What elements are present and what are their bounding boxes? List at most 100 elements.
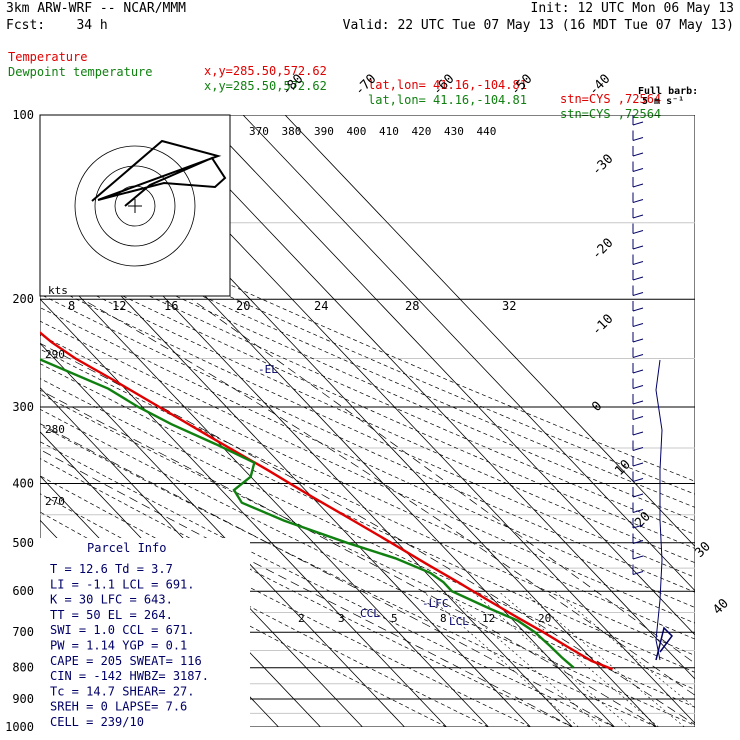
hodograph-speed-label: 28 [405,299,419,313]
isotherm-tick-label: 10 [612,457,634,479]
wind-barb-flag [632,230,644,234]
ccl-marker: CCL [360,607,380,620]
wind-barb-flag [632,168,644,172]
mixing-ratio-line [554,590,695,709]
pressure-tick-label: 800 [12,661,34,675]
isotherm-tick-label: -60 [430,72,457,99]
hodograph-speed-label: 8 [68,299,75,313]
parcel-info-row: SREH = 0 LAPSE= 7.6 [50,700,187,714]
mixing-ratio-label: 3 [338,612,345,625]
theta-label: 420 [412,125,432,138]
hodograph-speed-label: 16 [164,299,178,313]
valid-time: Valid: 22 UTC Tue 07 May 13 (16 MDT Tue … [342,18,734,33]
legend-dewpoint: Dewpoint temperature x,y=285.50,572.62 l… [8,51,661,121]
parcel-info-row: SWI = 1.0 CCL = 671. [50,623,195,637]
isotherm-line [40,254,489,727]
pressure-tick-label: 300 [12,400,34,414]
wind-barb-flag [632,121,644,126]
parcel-info-title: Parcel Info [87,541,166,555]
theta-label: 430 [444,125,464,138]
hodograph-trace [91,139,227,207]
wind-barb-flag [632,354,644,358]
hodograph-speed-label: 24 [314,299,328,313]
isotherm-tick-label: -20 [589,236,616,263]
hodograph-units: kts [48,284,68,297]
moist-adiabat [40,342,695,726]
isotherm-tick-label: -80 [279,72,306,99]
dry-adiabat [40,231,695,522]
parcel-info-row: Tc = 14.7 SHEAR= 27. [50,684,195,698]
wind-barb-surface [655,626,673,661]
pressure-tick-label: 100 [12,108,34,122]
wind-barb-flag [632,555,644,560]
model-title: 3km ARW-WRF -- NCAR/MMM [6,1,187,16]
mixing-ratio-line [422,590,579,727]
dry-adiabat [40,280,695,578]
dewpoint-profile-line [40,358,575,669]
lcl-marker: LCL [449,615,469,628]
theta-label: 440 [477,125,497,138]
legend-dewpoint-xy: x,y=285.50,572.62 [204,79,327,93]
wind-barb-flag [632,199,644,203]
legend-temperature: Temperature x,y=285.50,572.62 lat,lon= 4… [8,36,661,106]
isotherm-tick-label: 40 [710,596,732,618]
wind-barb-flag [632,307,644,312]
hodograph-ring [74,145,196,267]
wind-barb-flag [632,447,644,451]
moist-adiabat [40,423,615,727]
mixing-ratio-label: 5 [391,612,398,625]
wind-barb-flag [632,400,644,405]
wind-barb-flag [632,493,644,498]
isotherm-line [200,115,695,636]
el-marker: -EL [258,363,278,376]
parcel-info-row: K = 30 LFC = 643. [50,593,173,607]
hodograph-speed-label: 32 [502,299,516,313]
dry-adiabat [40,458,573,727]
isotherm-tick-label: -70 [352,72,379,99]
parcel-info-row: CELL = 239/10 [50,715,144,729]
lfc-marker: -LFC [422,597,449,610]
wind-barb-flag [632,261,644,265]
isotherm-tick-label: -30 [589,152,616,179]
wind-barb-flag [632,462,644,467]
dry-adiabat [40,393,695,708]
dry-adiabat [40,441,615,727]
hodograph-speed-label: 12 [112,299,126,313]
moist-adiabat [40,389,657,727]
pressure-tick-label: 1000 [5,720,34,734]
isotherm-line [40,298,447,727]
dry-adiabat [40,293,695,593]
wind-barb-flag [632,338,644,343]
legend-temperature-stn: stn=CYS ,72564 [560,92,662,106]
legend-dewpoint-stn: stn=CYS ,72564 [560,107,662,121]
wind-barb-flag [632,385,644,389]
isotherm-line [40,386,363,727]
parcel-info-row: CAPE = 205 SWEAT= 116 [50,654,202,668]
isotherm-tick-label: -40 [586,72,613,99]
parcel-info-row: T = 12.6 Td = 3.7 [50,562,173,576]
theta-label: 410 [379,125,399,138]
pressure-tick-label: 900 [12,692,34,706]
wind-barb-flag [632,245,644,250]
wind-barb-flag [632,323,644,327]
isotherm-line [158,115,695,680]
wind-barb-legend: Full barb: [638,86,698,97]
moist-adiabat [82,298,695,696]
theta-label: 400 [347,125,367,138]
legend-temperature-xy: x,y=285.50,572.62 [204,64,327,78]
wind-barb-units: 5 m s⁻¹ [642,96,684,107]
moist-adiabat [191,298,695,664]
wind-barb-flag [632,276,644,281]
mixing-ratio-label: 20 [538,612,551,625]
wind-barb-flag [632,214,644,219]
theta-e-label: 290 [45,348,65,361]
legend-dewpoint-name: Dewpoint temperature [8,65,153,79]
init-time: Init: 12 UTC Mon 06 May 13 [530,1,735,16]
parcel-info-row: LI = -1.1 LCL = 691. [50,577,195,591]
pressure-tick-label: 600 [12,584,34,598]
wind-barb-flag [632,509,644,513]
dry-adiabat [40,334,695,640]
dry-adiabat [40,424,657,727]
legend-temperature-name: Temperature [8,50,88,64]
mixing-ratio-line [498,590,659,727]
